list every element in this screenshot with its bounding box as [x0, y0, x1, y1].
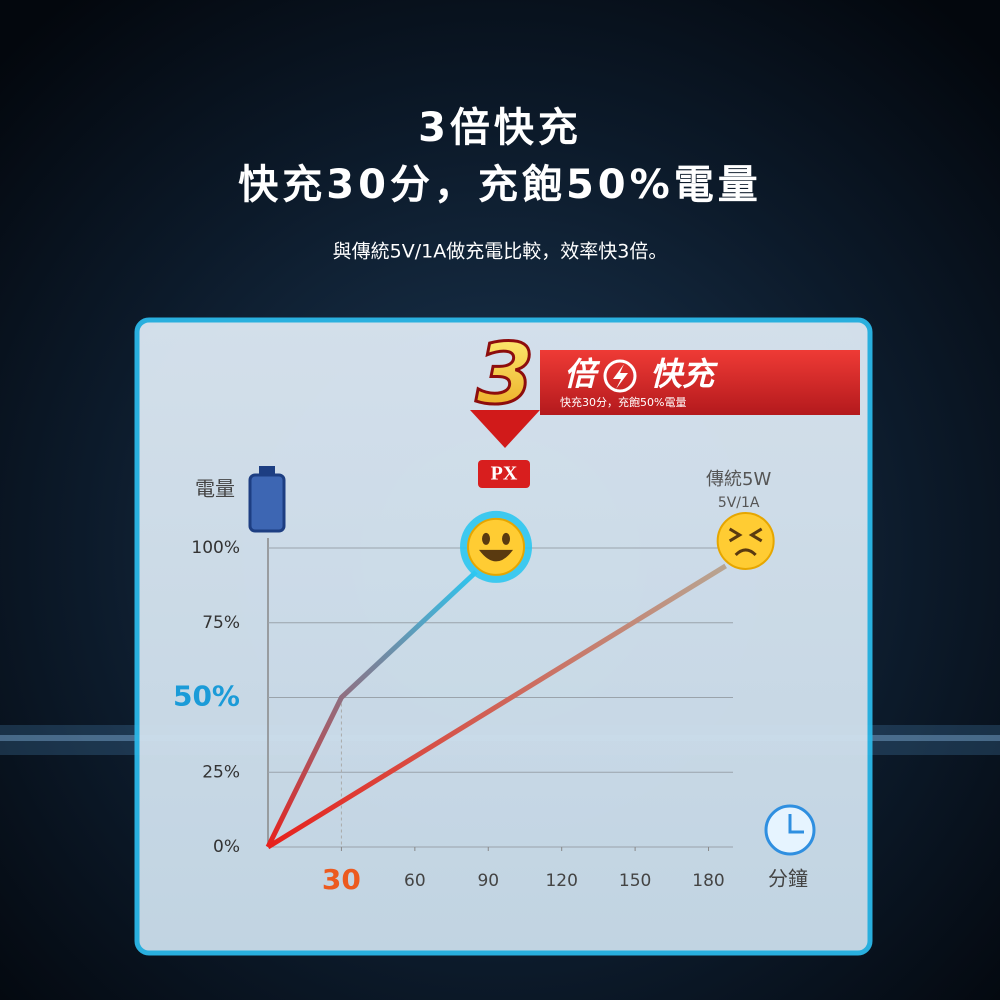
x-tick-label: 180 — [692, 871, 724, 891]
y-tick-label: 50% — [173, 680, 240, 713]
x-tick-label: 150 — [619, 871, 651, 891]
banner-number: 3 — [476, 325, 534, 423]
x-tick-label: 120 — [545, 871, 577, 891]
banner-caption: 快充30分，充飽50%電量 — [560, 395, 686, 409]
x-axis-label: 分鐘 — [768, 867, 808, 891]
banner-arrow — [470, 410, 540, 448]
y-tick-label: 0% — [213, 837, 240, 857]
banner-word: 快充 — [650, 355, 719, 393]
emoji-eye — [748, 527, 763, 543]
legend-note: 5V/1A — [718, 495, 760, 511]
emoji-mouth — [479, 549, 514, 562]
emoji-eye — [502, 532, 511, 545]
series-line — [265, 570, 478, 849]
banner-bg — [540, 350, 860, 415]
description: 與傳統5V/1A做充電比較，效率快3倍。 — [333, 241, 668, 263]
x-tick-label: 30 — [322, 863, 361, 896]
x-tick-label: 90 — [477, 871, 499, 891]
subtitle: 快充30分，充飽50%電量 — [238, 162, 761, 208]
chart-panel — [134, 317, 873, 956]
y-tick-label: 100% — [191, 538, 240, 558]
battery-icon — [259, 466, 275, 474]
title: 3倍快充 — [418, 105, 582, 151]
emoji — [467, 517, 526, 576]
y-tick-label: 75% — [202, 613, 240, 633]
y-axis-label: 電量 — [195, 477, 235, 501]
emoji-mouth — [734, 548, 757, 557]
battery-icon — [248, 473, 286, 533]
clock-icon — [788, 814, 804, 834]
bolt-icon — [603, 359, 637, 393]
bolt-icon — [613, 364, 628, 389]
emoji-eye — [482, 532, 491, 545]
emoji — [716, 511, 775, 570]
y-tick-label: 25% — [202, 762, 240, 782]
px-badge-text: PX — [491, 463, 518, 485]
px-badge — [478, 460, 530, 488]
emoji-eye — [728, 527, 743, 543]
x-tick-label: 60 — [404, 871, 426, 891]
legend-label: 傳統5W — [706, 469, 771, 490]
banner-word: 倍 — [564, 355, 601, 393]
series-line — [266, 563, 727, 850]
